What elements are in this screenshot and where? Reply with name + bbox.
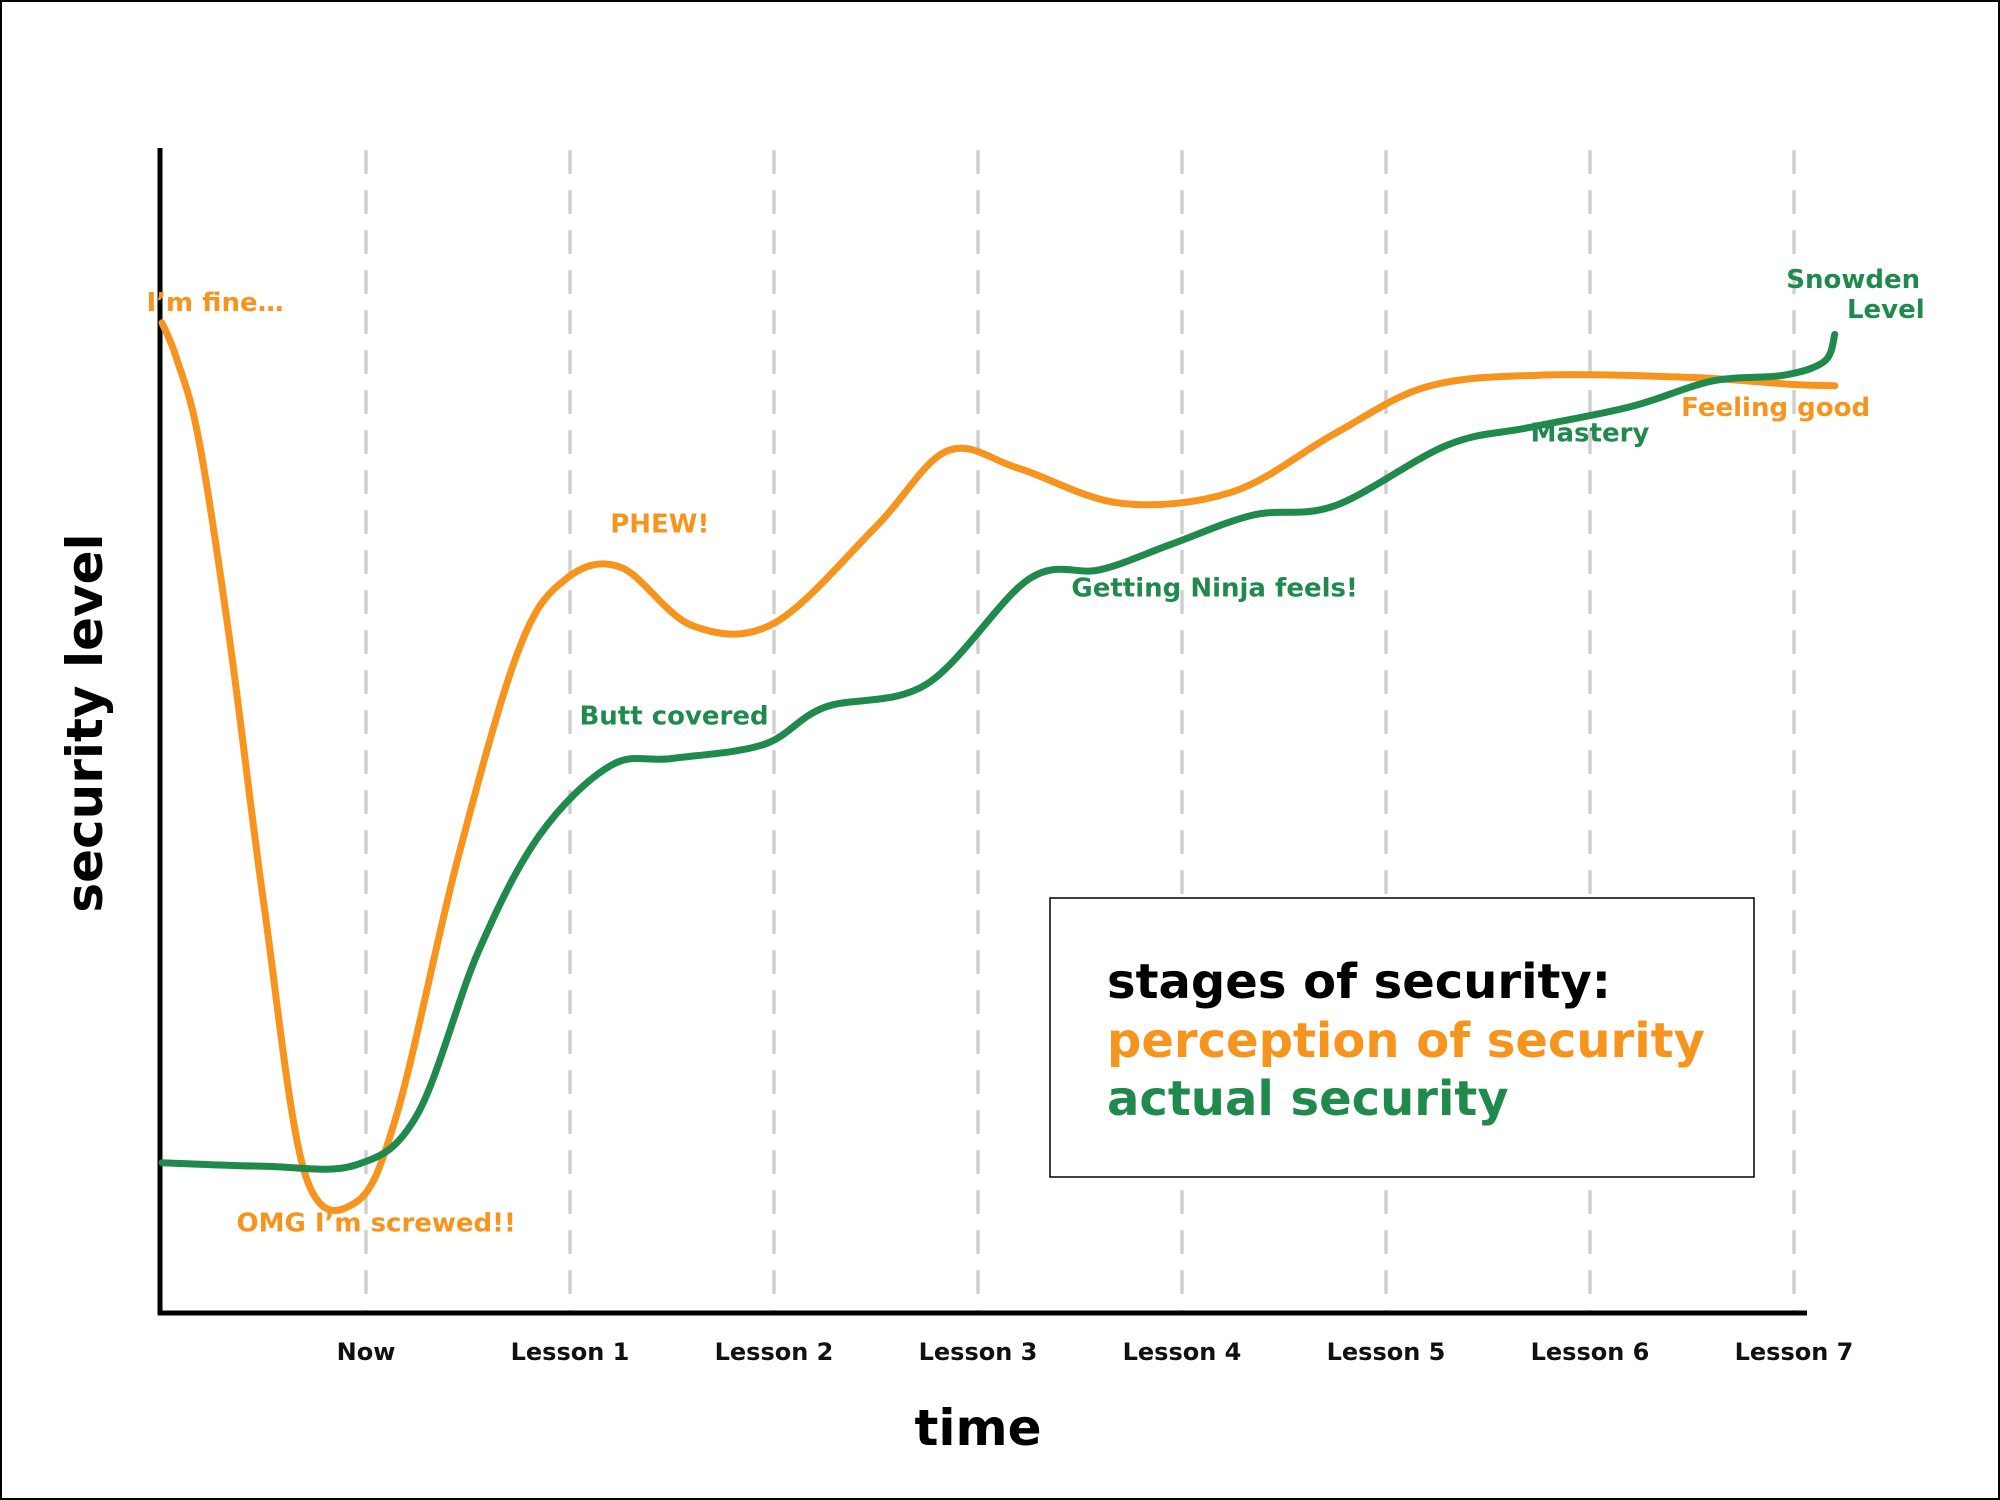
annotation-snowden: Snowden [1786,265,1920,295]
annotation-i-m-fine: I’m fine… [146,288,283,318]
x-tick-label-lesson-7: Lesson 7 [1735,1338,1854,1366]
x-axis-title: time [914,1399,1041,1457]
annotation-butt-covered: Butt covered [579,702,768,732]
annotation-omg-i-m-screwed: OMG I’m screwed!! [237,1208,516,1238]
annotation-feeling-good: Feeling good [1681,393,1870,423]
legend-item-perception: perception of security [1107,1013,1705,1069]
x-tick-label-lesson-5: Lesson 5 [1327,1338,1446,1366]
y-axis-title: security level [56,533,114,912]
legend-box [1049,897,1755,1178]
annotation-mastery: Mastery [1531,419,1650,449]
legend-item-actual: actual security [1107,1071,1509,1127]
x-tick-labels: Now Lesson 1 Lesson 2 Lesson 3 Lesson 4 Lesso… [337,1338,1854,1366]
annotation-phew: PHEW! [610,509,709,539]
x-tick-label-now: Now [337,1338,396,1366]
series-line-perception-of-security [158,319,1839,1214]
legend: stages of security: perception of securi… [1049,897,1755,1178]
series-lines [158,319,1839,1214]
x-tick-label-lesson-3: Lesson 3 [919,1338,1038,1366]
legend-title: stages of security: [1107,954,1611,1010]
x-tick-label-lesson-2: Lesson 2 [715,1338,834,1366]
curve-annotations: I’m fine… OMG I’m screwed!! PHEW! Butt cove… [146,265,1924,1239]
x-tick-label-lesson-6: Lesson 6 [1531,1338,1650,1366]
series-line-actual-security [158,330,1839,1173]
x-tick-label-lesson-4: Lesson 4 [1123,1338,1242,1366]
annotation-level: Level [1847,295,1925,325]
x-tick-label-lesson-1: Lesson 1 [511,1338,630,1366]
annotation-getting-ninja-feels: Getting Ninja feels! [1071,574,1357,604]
